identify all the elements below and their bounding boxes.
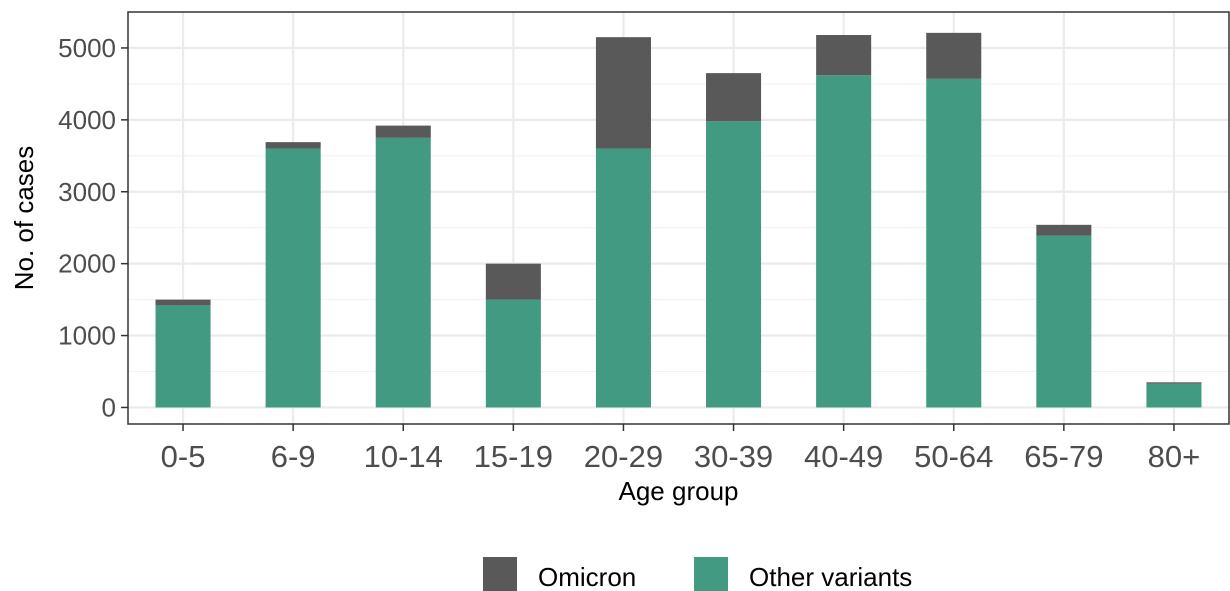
x-tick-label: 0-5 xyxy=(161,439,206,474)
legend-key-other-variants xyxy=(694,557,728,591)
y-axis: 0 1000 2000 3000 4000 5000 xyxy=(58,33,128,422)
bar-segment-omicron-4 xyxy=(595,37,651,149)
bar-segment-omicron-3 xyxy=(485,263,541,300)
x-tick-label: 40-49 xyxy=(804,439,883,474)
x-tick-label: 6-9 xyxy=(271,439,316,474)
bar-segment-other-variants-4 xyxy=(595,148,651,408)
legend-label: Other variants xyxy=(749,562,912,591)
x-tick-label: 80+ xyxy=(1148,439,1201,474)
y-tick-label: 1000 xyxy=(58,321,116,351)
bar-segment-other-variants-0 xyxy=(155,305,211,408)
x-tick-label: 10-14 xyxy=(364,439,443,474)
bar-segment-other-variants-9 xyxy=(1146,383,1202,408)
bar-segment-other-variants-6 xyxy=(816,75,872,408)
y-tick-label: 0 xyxy=(102,392,116,422)
bar-segment-omicron-1 xyxy=(265,142,321,149)
bar-segment-omicron-5 xyxy=(706,73,762,122)
y-tick-label: 4000 xyxy=(58,105,116,135)
y-axis-title: No. of cases xyxy=(9,146,39,291)
bar-segment-omicron-7 xyxy=(926,32,982,79)
bar-segment-other-variants-2 xyxy=(375,137,431,408)
bars xyxy=(155,32,1202,408)
x-tick-label: 50-64 xyxy=(914,439,993,474)
y-tick-label: 2000 xyxy=(58,249,116,279)
bar-segment-omicron-0 xyxy=(155,299,211,306)
bar-segment-other-variants-7 xyxy=(926,78,982,408)
x-axis: 0-5 6-9 10-14 15-19 20-29 30-39 40-49 50-64 65-7… xyxy=(161,424,1201,474)
bar-segment-other-variants-3 xyxy=(485,299,541,408)
bar-segment-other-variants-8 xyxy=(1036,235,1092,408)
x-axis-title: Age group xyxy=(619,476,739,506)
bar-segment-omicron-6 xyxy=(816,35,872,76)
x-tick-label: 65-79 xyxy=(1024,439,1103,474)
legend-key-omicron xyxy=(483,557,517,591)
legend: Omicron Other variants xyxy=(483,557,912,591)
y-tick-label: 3000 xyxy=(58,177,116,207)
plot-panel-border xyxy=(127,11,1230,425)
bar-segment-omicron-2 xyxy=(375,125,431,138)
bar-segment-omicron-9 xyxy=(1146,382,1202,384)
y-tick-label: 5000 xyxy=(58,33,116,63)
x-tick-label: 20-29 xyxy=(584,439,663,474)
x-tick-label: 30-39 xyxy=(694,439,773,474)
bar-segment-other-variants-5 xyxy=(706,121,762,408)
x-tick-label: 15-19 xyxy=(474,439,553,474)
legend-label: Omicron xyxy=(538,562,636,591)
bar-segment-other-variants-1 xyxy=(265,148,321,408)
bar-segment-omicron-8 xyxy=(1036,224,1092,236)
